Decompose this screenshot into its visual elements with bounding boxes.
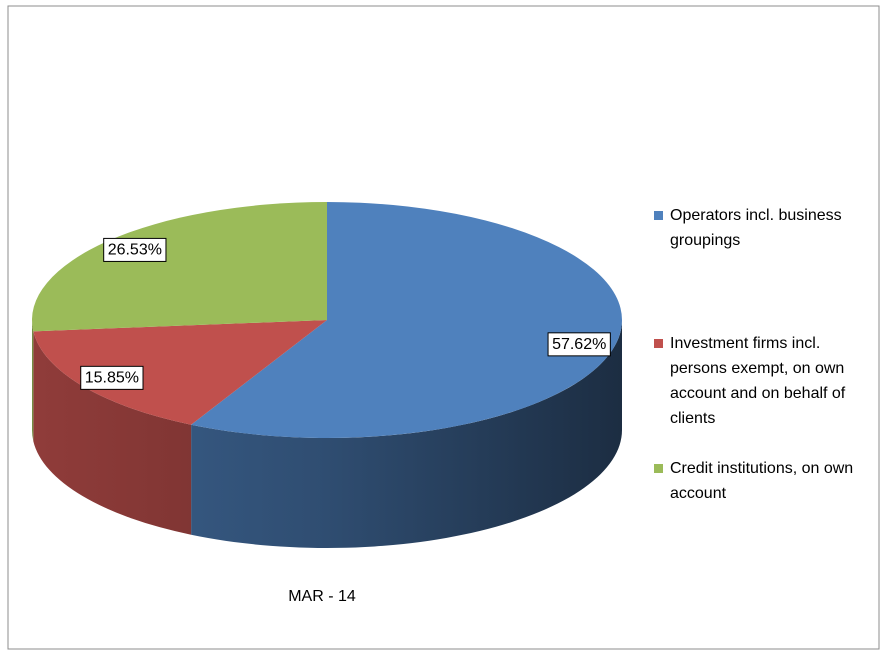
data-label: 15.85% <box>85 369 139 386</box>
data-label-box <box>547 332 611 357</box>
legend-label: Operators incl. business groupings <box>670 207 842 249</box>
slice-side <box>32 320 34 442</box>
data-label: 57.62% <box>552 336 606 353</box>
data-label: 26.53% <box>108 241 162 258</box>
legend-item: Investment firms incl. persons exempt, o… <box>654 331 878 431</box>
legend-label: Credit institutions, on own account <box>670 460 854 502</box>
legend-item: Credit institutions, on own account <box>654 456 878 506</box>
data-label-box <box>80 365 144 390</box>
chart-title: MAR - 14 <box>288 588 356 605</box>
slice-side <box>191 320 623 548</box>
data-label-box <box>103 237 167 262</box>
slice <box>31 202 328 332</box>
legend-item: Operators incl. business groupings <box>654 203 878 253</box>
legend-swatch <box>654 464 663 473</box>
slice <box>33 320 328 425</box>
slice <box>191 202 622 438</box>
frame <box>7 5 880 650</box>
legend-swatch <box>654 211 663 220</box>
slice-side <box>33 331 192 535</box>
legend-label: Investment firms incl. persons exempt, o… <box>670 335 846 427</box>
legend-swatch <box>654 339 663 348</box>
